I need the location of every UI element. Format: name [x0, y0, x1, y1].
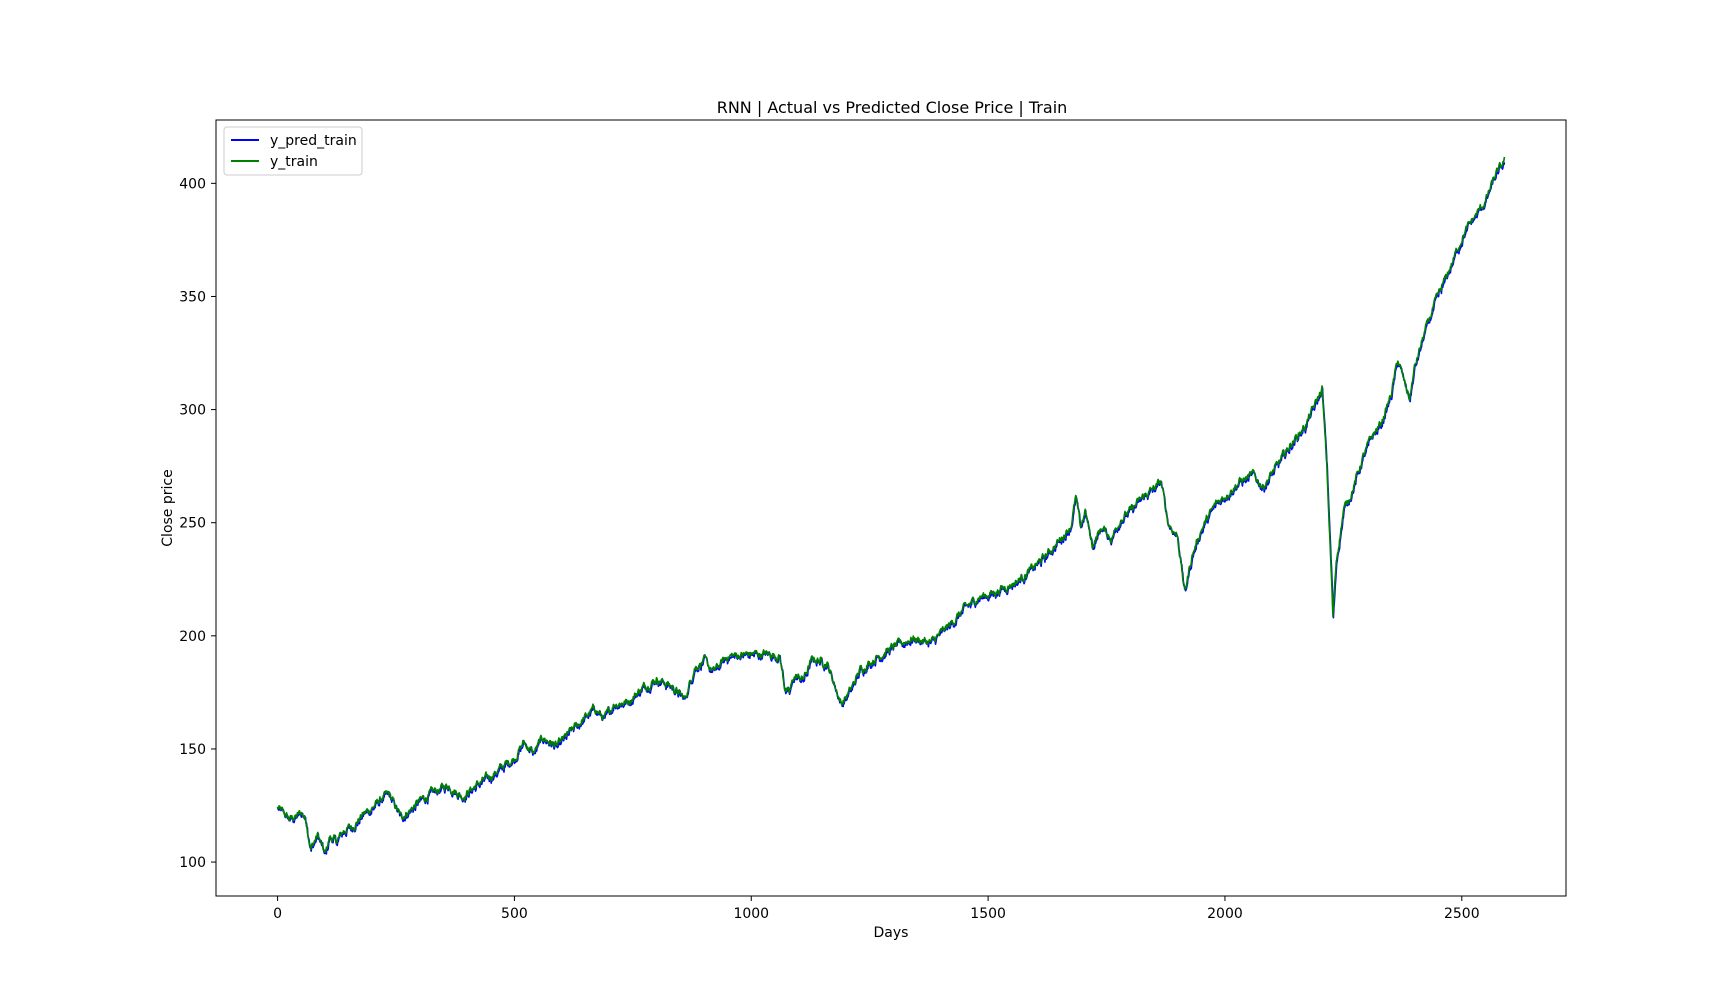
- x-tick-label: 0: [273, 906, 282, 922]
- plot-frame: [215, 119, 1567, 897]
- y-axis-label: Close price: [160, 469, 176, 546]
- y-tick-label: 350: [179, 289, 206, 305]
- x-tick-label: 1500: [970, 906, 1006, 922]
- legend-label-y-pred-train: y_pred_train: [270, 133, 357, 149]
- x-tick-label: 1000: [733, 906, 769, 922]
- series-line-y-pred-train: [276, 161, 1506, 855]
- legend-label-y-train: y_train: [270, 154, 318, 170]
- series-line-y-train: [276, 156, 1506, 854]
- y-tick-label: 100: [179, 855, 206, 871]
- y-axis: 100 150 200 250 300 350 400: [179, 176, 216, 871]
- y-tick-label: 150: [179, 742, 206, 758]
- x-tick-label: 500: [501, 906, 528, 922]
- x-tick-label: 2500: [1444, 906, 1480, 922]
- y-tick-label: 250: [179, 516, 206, 532]
- x-axis: 0 500 1000 1500 2000 2500: [273, 896, 1480, 922]
- y-tick-label: 200: [179, 629, 206, 645]
- plot-lines: [276, 156, 1506, 855]
- y-tick-label: 400: [179, 176, 206, 192]
- y-tick-label: 300: [179, 403, 206, 419]
- chart-title: RNN | Actual vs Predicted Close Price | …: [717, 98, 1068, 117]
- x-tick-label: 2000: [1207, 906, 1243, 922]
- x-axis-label: Days: [874, 925, 909, 941]
- legend: y_pred_train y_train: [223, 126, 363, 176]
